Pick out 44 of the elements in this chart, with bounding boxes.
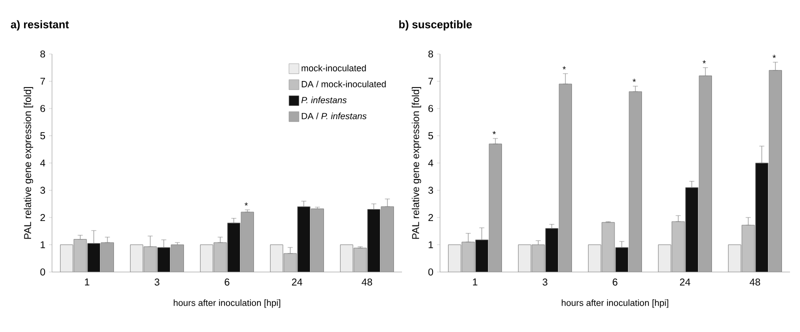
data-label: * [244, 202, 248, 206]
y-tick-label: 2 [428, 214, 433, 221]
y-tick-label: 6 [40, 104, 46, 112]
x-axis-title: hours after inoculation [hpi] [174, 299, 280, 308]
x-tick-label: 3 [154, 278, 160, 286]
chart-title: a) resistant [10, 20, 69, 30]
legend-label: P. infestans [301, 96, 347, 104]
y-tick-label: 7 [40, 78, 45, 85]
data-label: * [492, 131, 496, 134]
y-tick-label: 5 [40, 132, 46, 140]
data-label: * [632, 78, 636, 82]
x-tick-label: 48 [750, 278, 760, 286]
y-tick-label: 3 [40, 186, 46, 194]
y-axis-title: PAL relative gene expression [fold] [24, 87, 34, 239]
y-tick-label: 5 [428, 132, 434, 140]
x-tick-label: 48 [362, 278, 372, 286]
x-tick-label: 3 [542, 278, 548, 286]
y-tick-label: 7 [428, 78, 433, 85]
x-tick-label: 6 [612, 278, 618, 286]
y-tick-label: 8 [428, 50, 434, 58]
data-label: * [562, 66, 566, 70]
y-tick-label: 4 [428, 160, 434, 166]
x-axis-title: hours after inoculation [hpi] [562, 299, 668, 308]
y-tick-label: 1 [428, 241, 434, 248]
x-tick-label: 1 [85, 278, 90, 286]
data-label: * [772, 54, 776, 58]
y-tick-label: 4 [40, 160, 46, 166]
data-label: * [702, 60, 706, 64]
y-tick-label: 0 [40, 268, 46, 276]
legend-label: DA / P. infestans [302, 112, 367, 120]
legend-label: DA / mock-inoculated [302, 80, 386, 88]
chart-title: b) susceptible [399, 20, 472, 30]
y-tick-label: 1 [40, 241, 46, 248]
x-tick-label: 6 [224, 278, 230, 286]
x-tick-label: 1 [473, 278, 478, 286]
y-tick-label: 3 [428, 186, 434, 194]
y-axis-title: PAL relative gene expression [fold] [412, 87, 422, 239]
y-tick-label: 8 [40, 50, 46, 58]
x-tick-label: 24 [680, 278, 690, 286]
y-tick-label: 0 [428, 268, 434, 276]
y-tick-label: 6 [428, 104, 434, 112]
y-tick-label: 2 [40, 214, 45, 221]
legend-label: mock-inoculated [302, 64, 366, 72]
x-tick-label: 24 [292, 278, 302, 286]
